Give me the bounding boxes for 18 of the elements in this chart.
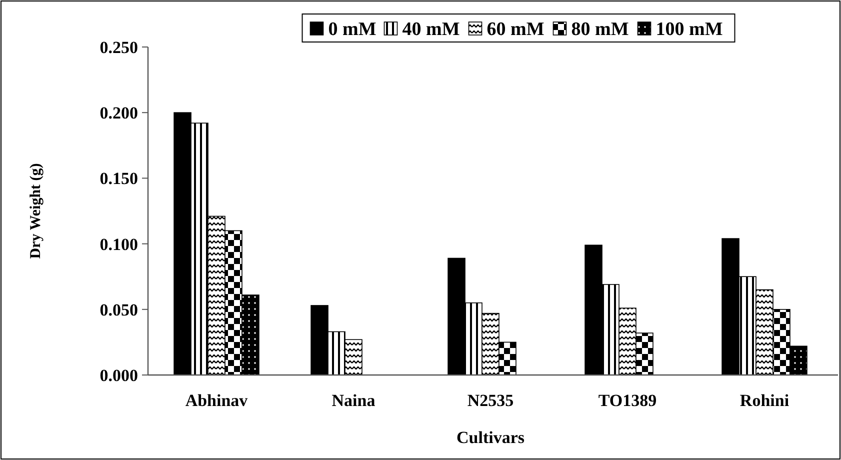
y-tick-label: 0.050 [100, 300, 138, 320]
x-tick-label: Rohini [740, 391, 790, 410]
x-tick-label: N2535 [467, 391, 514, 410]
legend-label: 80 mM [571, 19, 629, 40]
y-tick-label: 0.100 [100, 234, 138, 254]
legend-label: 60 mM [486, 19, 544, 40]
x-axis-title: Cultivars [456, 428, 525, 447]
y-tick-label: 0.200 [100, 104, 138, 123]
y-tick-label: 0.000 [100, 366, 138, 385]
legend-label: 100 mM [656, 19, 723, 40]
y-tick-label: 0.150 [100, 169, 138, 188]
legend-label: 0 mM [328, 19, 376, 40]
legend-label: 40 mM [402, 19, 460, 40]
y-tick-label: 0.250 [100, 38, 138, 57]
x-tick-label: Abhinav [185, 391, 248, 410]
x-tick-label: Naina [332, 391, 376, 410]
y-axis-title: Dry Weight (g) [28, 163, 44, 259]
x-tick-label: TO1389 [598, 391, 657, 410]
